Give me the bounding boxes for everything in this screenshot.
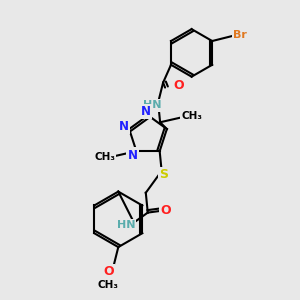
- Text: Br: Br: [233, 30, 247, 40]
- Text: N: N: [119, 119, 129, 133]
- Text: HN: HN: [143, 100, 161, 110]
- Text: N: N: [141, 105, 151, 118]
- Text: N: N: [128, 148, 137, 162]
- Text: S: S: [159, 168, 168, 182]
- Text: CH₃: CH₃: [98, 280, 119, 290]
- Text: HN: HN: [117, 220, 135, 230]
- Text: CH₃: CH₃: [94, 152, 115, 162]
- Text: CH₃: CH₃: [181, 111, 202, 121]
- Text: O: O: [103, 266, 114, 278]
- Text: O: O: [160, 204, 171, 217]
- Text: O: O: [174, 79, 184, 92]
